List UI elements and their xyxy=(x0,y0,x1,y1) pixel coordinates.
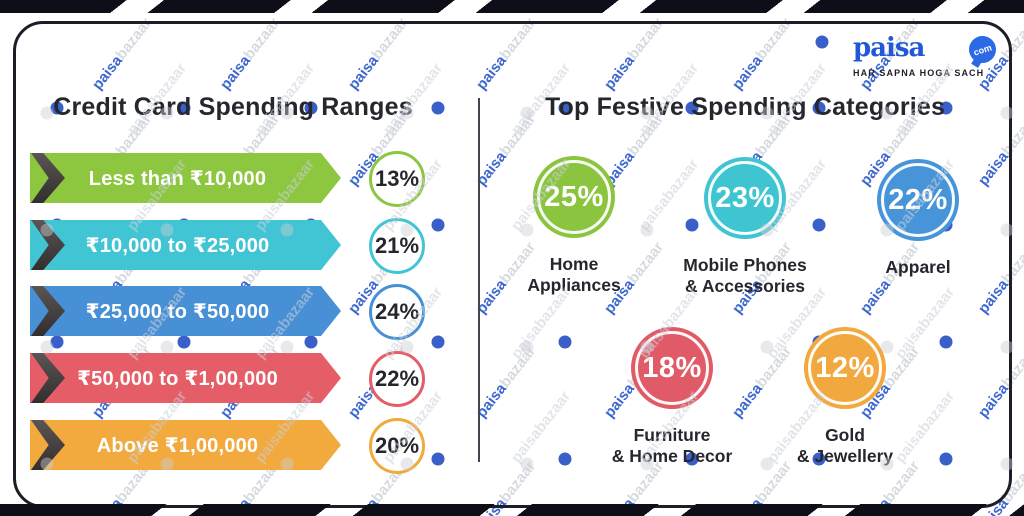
edge-watermark-strip-top xyxy=(0,0,1024,13)
right-panel-title: Top Festive Spending Categories xyxy=(544,93,946,121)
category-percent-value: 18% xyxy=(642,351,702,384)
category-circle: 23% xyxy=(704,157,786,239)
category-label: Mobile Phones & Accessories xyxy=(645,255,845,297)
category-percent-value: 25% xyxy=(544,180,604,213)
category-label-line: Home xyxy=(549,254,599,274)
category-label: Gold & Jewellery xyxy=(745,425,945,467)
category-circle: 22% xyxy=(877,159,959,241)
category-percent-value: 23% xyxy=(715,181,775,214)
range-label: ₹50,000 to ₹1,00,000 xyxy=(77,367,278,390)
range-bar: ₹10,000 to ₹25,000 xyxy=(30,220,341,270)
category-label-line: & Jewellery xyxy=(796,446,894,466)
category-label: Apparel xyxy=(818,257,1018,278)
range-bar: Above ₹1,00,000 xyxy=(30,420,341,470)
range-bar: Less than ₹10,000 xyxy=(30,153,341,203)
panel-divider xyxy=(478,98,480,462)
range-percent-circle: 20% xyxy=(369,418,425,474)
range-bar: ₹50,000 to ₹1,00,000 xyxy=(30,353,341,403)
range-percent-value: 20% xyxy=(374,433,420,458)
com-bubble-text: com xyxy=(972,41,993,58)
brand-tagline: HAR SAPNA HOGA SACH xyxy=(853,68,985,78)
range-label: ₹25,000 to ₹50,000 xyxy=(85,300,270,323)
category-label-line: Mobile Phones xyxy=(683,255,807,275)
spending-range-row: ₹50,000 to ₹1,00,000 22% xyxy=(0,351,478,407)
range-percent-circle: 22% xyxy=(369,351,425,407)
paisa-logo-text: paisa xyxy=(853,33,925,63)
spending-range-row: Above ₹1,00,000 20% xyxy=(0,418,478,474)
range-percent-circle: 13% xyxy=(369,151,425,207)
category-label: Furniture & Home Decor xyxy=(572,425,772,467)
category-label-line: Gold xyxy=(825,425,865,445)
com-bubble-icon: com xyxy=(965,32,1000,67)
category-circle: 18% xyxy=(631,327,713,409)
category-label-line: Appliances xyxy=(527,275,621,295)
range-label: ₹10,000 to ₹25,000 xyxy=(85,234,270,257)
category-circle: 12% xyxy=(804,327,886,409)
brand-logo: paisa com HAR SAPNA HOGA SACH xyxy=(853,32,1003,78)
range-percent-circle: 21% xyxy=(369,218,425,274)
range-bar: ₹25,000 to ₹50,000 xyxy=(30,286,341,336)
category-label-line: Apparel xyxy=(885,257,951,277)
range-percent-value: 21% xyxy=(374,233,420,258)
spending-range-row: Less than ₹10,000 13% xyxy=(0,151,478,207)
category-label-line: Furniture xyxy=(633,425,711,445)
category-circle: 25% xyxy=(533,156,615,238)
category-percent-value: 12% xyxy=(815,351,875,384)
range-label: Above ₹1,00,000 xyxy=(96,434,259,457)
category-label-line: & Accessories xyxy=(685,276,805,296)
category-percent-value: 22% xyxy=(888,183,948,216)
category-label: Home Appliances xyxy=(474,254,674,296)
category-label-line: & Home Decor xyxy=(611,446,733,466)
range-label: Less than ₹10,000 xyxy=(88,167,267,190)
left-panel-title: Credit Card Spending Ranges xyxy=(53,93,413,121)
range-percent-circle: 24% xyxy=(369,284,425,340)
range-percent-value: 24% xyxy=(374,299,420,324)
spending-range-row: ₹10,000 to ₹25,000 21% xyxy=(0,218,478,274)
range-percent-value: 22% xyxy=(374,366,420,391)
range-percent-value: 13% xyxy=(374,166,420,191)
spending-range-row: ₹25,000 to ₹50,000 24% xyxy=(0,284,478,340)
